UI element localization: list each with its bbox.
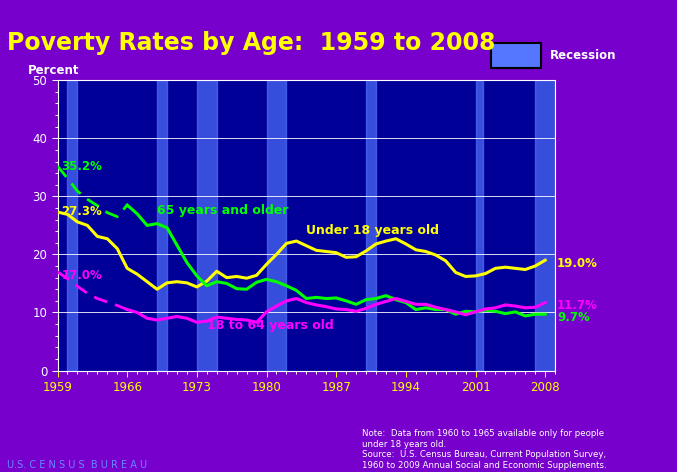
Text: Poverty Rates by Age:  1959 to 2008: Poverty Rates by Age: 1959 to 2008 bbox=[7, 31, 496, 55]
Bar bbox=[475, 80, 483, 371]
Text: 11.7%: 11.7% bbox=[557, 299, 598, 312]
Text: Percent: Percent bbox=[28, 64, 79, 77]
Text: 35.2%: 35.2% bbox=[62, 160, 102, 173]
Text: 9.7%: 9.7% bbox=[557, 311, 590, 324]
Text: Recession: Recession bbox=[550, 49, 617, 62]
Bar bbox=[157, 80, 167, 371]
Bar bbox=[536, 80, 555, 371]
Bar bbox=[491, 43, 542, 68]
Text: 17.0%: 17.0% bbox=[62, 269, 102, 282]
Text: 65 years and older: 65 years and older bbox=[157, 204, 288, 217]
Text: Under 18 years old: Under 18 years old bbox=[306, 224, 439, 237]
Text: 27.3%: 27.3% bbox=[62, 205, 102, 218]
Bar bbox=[197, 80, 217, 371]
Text: U.S. C E N S U S  B U R E A U: U.S. C E N S U S B U R E A U bbox=[7, 460, 147, 470]
Text: Note:  Data from 1960 to 1965 available only for people
under 18 years old.
Sour: Note: Data from 1960 to 1965 available o… bbox=[362, 430, 607, 470]
Bar bbox=[366, 80, 376, 371]
Bar bbox=[267, 80, 286, 371]
Text: 18 to 64 years old: 18 to 64 years old bbox=[206, 319, 334, 332]
Bar bbox=[68, 80, 77, 371]
Text: 19.0%: 19.0% bbox=[557, 257, 598, 270]
